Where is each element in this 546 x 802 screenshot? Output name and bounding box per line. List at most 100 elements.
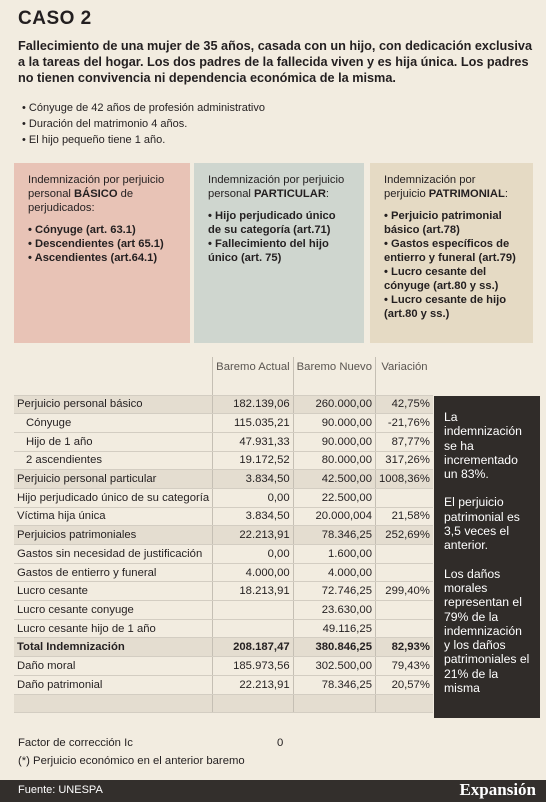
- footer: Fuente: UNESPA Expansión: [0, 780, 546, 802]
- cell-actual: 182.139,06: [212, 395, 294, 415]
- cell-actual: 208.187,47: [212, 637, 294, 658]
- box-basico-heading: Indemnización por perjuicio personal BÁS…: [28, 174, 165, 214]
- cell-actual: [212, 600, 294, 620]
- box-patrimonial-item: • Gastos específicos de entierro y funer…: [384, 238, 516, 264]
- box-basico-item: • Descendientes (art 65.1): [28, 238, 164, 250]
- fact-item: Cónyuge de 42 años de profesión administ…: [22, 100, 265, 116]
- cell-actual: [212, 694, 294, 714]
- cell-variacion: [374, 600, 433, 620]
- cell-variacion: 87,77%: [374, 432, 433, 452]
- intro-text: Fallecimiento de una mujer de 35 años, c…: [18, 39, 533, 85]
- table-row: 2 ascendientes 19.172,52 80.000,00 317,26%: [14, 451, 433, 471]
- cell-variacion: 21,58%: [374, 507, 433, 527]
- box-patrimonial-heading: Indemnización por perjuicio PATRIMONIAL:: [384, 174, 508, 200]
- table-row: Hijo de 1 año 47.931,33 90.000,00 87,77%: [14, 432, 433, 452]
- cell-variacion: 20,57%: [374, 675, 433, 695]
- cell-variacion: 42,75%: [374, 395, 433, 415]
- cell-actual: 0,00: [212, 544, 294, 564]
- row-label: Daño patrimonial: [14, 675, 213, 695]
- cell-nuevo: 23.630,00: [292, 600, 376, 620]
- cell-actual: 185.973,56: [212, 656, 294, 676]
- case-facts: Cónyuge de 42 años de profesión administ…: [22, 100, 265, 148]
- cell-variacion: 299,40%: [374, 581, 433, 602]
- cell-variacion: 79,43%: [374, 656, 433, 676]
- table-row: Perjuicio personal básico 182.139,06 260.0…: [14, 395, 433, 415]
- box-patrimonial: Indemnización por perjuicio PATRIMONIAL:…: [370, 163, 533, 343]
- cell-actual: 22.213,91: [212, 675, 294, 695]
- table-row: Gastos sin necesidad de justificación 0,0…: [14, 544, 433, 564]
- cell-actual: 0,00: [212, 488, 294, 508]
- cell-variacion: 317,26%: [374, 451, 433, 471]
- cell-nuevo: 42.500,00: [292, 469, 376, 489]
- factor-value: 0: [277, 737, 284, 749]
- header-baremo-nuevo: Baremo Nuevo: [292, 357, 376, 396]
- cell-variacion: [374, 619, 433, 639]
- table-row: Hijo perjudicado único de su categoría 0,…: [14, 488, 433, 508]
- row-label: Víctima hija única: [14, 507, 213, 527]
- cell-nuevo: 380.846,25: [292, 637, 376, 658]
- cell-actual: 19.172,52: [212, 451, 294, 471]
- source-text: Fuente: UNESPA: [18, 784, 103, 796]
- cell-nuevo: 260.000,00: [292, 395, 376, 415]
- table-row: Gastos de entierro y funeral 4.000,00 4.00…: [14, 563, 433, 583]
- cell-actual: 22.213,91: [212, 525, 294, 545]
- factor-label: Factor de corrección Ic: [18, 737, 133, 749]
- cell-actual: 4.000,00: [212, 563, 294, 583]
- cell-nuevo: 49.116,25: [292, 619, 376, 639]
- comparison-table: Baremo Actual Baremo Nuevo Variación Per…: [14, 357, 433, 714]
- summary-text: Los daños morales representan el 79% de …: [444, 566, 530, 696]
- cell-nuevo: 72.746,25: [292, 581, 376, 602]
- row-label: Hijo perjudicado único de su categoría: [14, 488, 213, 508]
- box-patrimonial-item: • Perjuicio patrimonial básico (art.78): [384, 210, 502, 236]
- box-particular-item: • Fallecimiento del hijo único (art. 75): [208, 238, 329, 264]
- cell-actual: 3.834,50: [212, 469, 294, 489]
- cell-variacion: [374, 488, 433, 508]
- cell-variacion: -21,76%: [374, 413, 433, 433]
- row-label: Total Indemnización: [14, 637, 213, 658]
- cell-nuevo: 4.000,00: [292, 563, 376, 583]
- table-row: Daño moral 185.973,56 302.500,00 79,43%: [14, 656, 433, 676]
- summary-text: El perjuicio patrimonial es 3,5 veces el…: [444, 495, 520, 553]
- box-particular: Indemnización por perjuicio personal PAR…: [194, 163, 364, 343]
- table-row: Perjuicios patrimoniales 22.213,91 78.346,…: [14, 525, 433, 545]
- cell-actual: 115.035,21: [212, 413, 294, 433]
- table-row: Lucro cesante 18.213,91 72.746,25 299,40%: [14, 581, 433, 602]
- case-title: CASO 2: [18, 8, 92, 29]
- row-label: Gastos de entierro y funeral: [14, 563, 213, 583]
- cell-actual: 47.931,33: [212, 432, 294, 452]
- cell-nuevo: [292, 694, 376, 714]
- cell-nuevo: 90.000,00: [292, 432, 376, 452]
- row-label: Gastos sin necesidad de justificación: [14, 544, 213, 564]
- row-label: Lucro cesante hijo de 1 año: [14, 619, 213, 639]
- brand-logo: Expansión: [459, 780, 536, 799]
- header-baremo-actual: Baremo Actual: [212, 357, 294, 396]
- row-label: Perjuicios patrimoniales: [14, 525, 213, 545]
- cell-variacion: [374, 544, 433, 564]
- table-row: [14, 694, 433, 714]
- box-basico-item: • Ascendientes (art.64.1): [28, 252, 158, 264]
- box-patrimonial-item: • Lucro cesante del cónyuge (art.80 y ss…: [384, 266, 499, 292]
- cell-actual: [212, 619, 294, 639]
- row-label: Cónyuge: [14, 413, 213, 433]
- table-body: Perjuicio personal básico 182.139,06 260.0…: [14, 395, 433, 714]
- row-label: Lucro cesante conyuge: [14, 600, 213, 620]
- table-row: Total Indemnización 208.187,47 380.846,25 8…: [14, 637, 433, 658]
- fact-item: El hijo pequeño tiene 1 año.: [22, 132, 265, 148]
- cell-nuevo: 20.000,004: [292, 507, 376, 527]
- row-label: Lucro cesante: [14, 581, 213, 602]
- cell-nuevo: 78.346,25: [292, 525, 376, 545]
- cell-variacion: 82,93%: [374, 637, 433, 658]
- cell-variacion: [374, 694, 433, 714]
- cell-nuevo: 1.600,00: [292, 544, 376, 564]
- row-label: Perjuicio personal básico: [14, 395, 213, 415]
- row-label: Perjuicio personal particular: [14, 469, 213, 489]
- row-label: 2 ascendientes: [14, 451, 213, 471]
- row-label: Daño moral: [14, 656, 213, 676]
- table-row: Daño patrimonial 22.213,91 78.346,25 20,57%: [14, 675, 433, 695]
- table-row: Perjuicio personal particular 3.834,50 42.…: [14, 469, 433, 489]
- table-row: Cónyuge 115.035,21 90.000,00 -21,76%: [14, 413, 433, 433]
- row-label: [14, 694, 213, 714]
- footnote: (*) Perjuicio económico en el anterior b…: [18, 755, 245, 767]
- cell-actual: 18.213,91: [212, 581, 294, 602]
- cell-nuevo: 22.500,00: [292, 488, 376, 508]
